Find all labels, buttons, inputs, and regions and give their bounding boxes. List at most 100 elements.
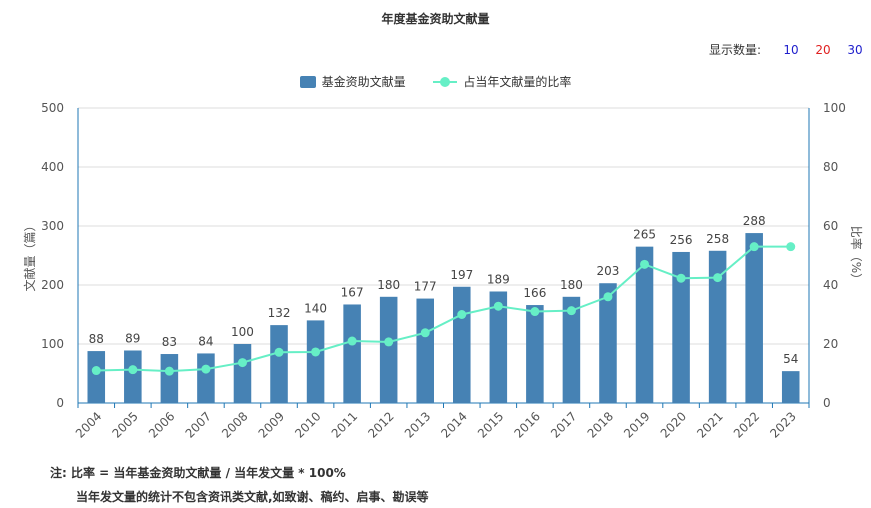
ratio-point xyxy=(713,273,723,283)
ratio-point xyxy=(128,365,138,375)
bar-value-label: 132 xyxy=(268,306,291,320)
bar-value-label: 89 xyxy=(125,331,140,345)
x-tick-label: 2015 xyxy=(475,409,506,440)
ratio-point xyxy=(201,364,211,374)
ratio-point xyxy=(676,273,686,283)
ratio-point xyxy=(384,337,394,347)
x-tick-label: 2019 xyxy=(621,409,652,440)
bar xyxy=(87,351,106,403)
bar-value-label: 100 xyxy=(231,325,254,339)
x-tick-label: 2010 xyxy=(292,409,323,440)
bar xyxy=(160,354,179,403)
ratio-point xyxy=(530,307,540,317)
bar xyxy=(526,305,544,403)
ratio-point xyxy=(347,336,357,346)
x-tick-label: 2016 xyxy=(511,409,542,440)
display-count-label: 显示数量: xyxy=(708,43,761,57)
bar-value-label: 197 xyxy=(450,268,473,282)
note-exclusion: 当年发文量的统计不包含资讯类文献,如致谢、稿约、启事、勘误等 xyxy=(76,490,429,504)
y-tick-label: 500 xyxy=(41,101,64,115)
x-tick-label: 2021 xyxy=(694,409,725,440)
display-count-20-link[interactable]: 20 xyxy=(815,43,831,57)
bar-value-label: 189 xyxy=(487,272,510,286)
bar xyxy=(233,344,252,403)
bar xyxy=(379,296,398,403)
bar xyxy=(599,283,617,403)
x-tick-label: 2017 xyxy=(548,409,579,440)
y-tick-label: 200 xyxy=(41,278,64,292)
x-tick-label: 2009 xyxy=(256,409,287,440)
bar-value-label: 166 xyxy=(523,286,546,300)
bar-value-label: 54 xyxy=(783,352,798,366)
bar-value-label: 256 xyxy=(670,233,693,247)
x-tick-label: 2006 xyxy=(146,409,177,440)
y-tick-label: 0 xyxy=(56,396,64,410)
bar xyxy=(635,246,654,403)
bar-value-label: 177 xyxy=(414,280,437,294)
bar xyxy=(672,251,690,403)
ratio-point xyxy=(274,347,284,357)
ratio-line xyxy=(96,245,791,373)
ratio-point xyxy=(457,310,467,319)
chart-svg: 0 100 200 300 400 500 0 20 40 60 80 100 文献量（篇） 比率（%） 2… xyxy=(22,101,864,441)
bar-value-label: 167 xyxy=(341,285,364,299)
x-tick-label: 2011 xyxy=(329,409,360,440)
y-tick-label: 300 xyxy=(41,219,64,233)
legend-bar-swatch xyxy=(299,75,316,88)
display-count-30-link[interactable]: 30 xyxy=(847,43,863,57)
bar-value-label: 83 xyxy=(162,335,177,349)
y2-tick-label: 40 xyxy=(823,278,838,292)
note-formula: 注: 比率 = 当年基金资助文献量 / 当年发文量 * 100% xyxy=(50,466,346,480)
x-tick-label: 2008 xyxy=(219,409,250,440)
bar-value-label: 288 xyxy=(743,214,766,228)
ratio-point xyxy=(640,259,650,269)
bar-value-label: 180 xyxy=(560,278,583,292)
ratio-point xyxy=(420,328,430,338)
chart-legend: 基金资助文献量 占当年文献量的比率 xyxy=(0,73,871,91)
x-tick-label: 2005 xyxy=(109,409,140,440)
y-axis-title: 文献量（篇） xyxy=(22,219,37,291)
x-tick-label: 2018 xyxy=(585,409,616,440)
bar-value-label: 88 xyxy=(89,332,104,346)
bar xyxy=(781,371,800,403)
y2-tick-label: 100 xyxy=(823,101,846,115)
ratio-point xyxy=(566,306,576,316)
bar xyxy=(343,304,361,403)
legend-item-bar[interactable]: 基金资助文献量 xyxy=(299,73,406,90)
x-tick-label: 2004 xyxy=(73,409,104,440)
x-tick-label: 2022 xyxy=(731,409,762,440)
bar-value-label: 180 xyxy=(377,278,400,292)
x-tick-label: 2013 xyxy=(402,409,433,440)
legend-item-line[interactable]: 占当年文献量的比率 xyxy=(433,73,571,90)
ratio-point xyxy=(749,242,759,252)
bar xyxy=(708,250,727,403)
bar xyxy=(270,325,288,403)
legend-bar-label: 基金资助文献量 xyxy=(321,75,406,89)
x-tick-label: 2012 xyxy=(365,409,396,440)
ratio-point xyxy=(164,366,174,376)
x-tick-label: 2007 xyxy=(183,409,214,440)
bar-value-label: 265 xyxy=(633,228,656,242)
bar xyxy=(124,350,142,403)
bar xyxy=(489,291,508,403)
display-count-10-link[interactable]: 10 xyxy=(783,43,799,57)
x-tick-label: 2014 xyxy=(438,409,469,440)
bar-value-label: 84 xyxy=(198,334,213,348)
display-count-selector: 显示数量: 10 20 30 xyxy=(709,41,871,58)
bar-value-label: 203 xyxy=(597,264,620,278)
chart-title: 年度基金资助文献量 xyxy=(381,12,490,26)
bar xyxy=(453,286,471,403)
ratio-point xyxy=(603,292,613,302)
x-tick-label: 2023 xyxy=(767,409,798,440)
bar-value-label: 258 xyxy=(706,232,729,246)
bar-value-label: 140 xyxy=(304,301,327,315)
y2-tick-label: 20 xyxy=(823,337,838,351)
y-tick-label: 100 xyxy=(41,337,64,351)
y2-axis-title: 比率（%） xyxy=(849,226,864,285)
ratio-point xyxy=(786,242,796,252)
x-tick-label: 2020 xyxy=(658,409,689,440)
ratio-point xyxy=(311,347,321,357)
bar xyxy=(416,298,434,403)
y2-tick-label: 0 xyxy=(823,396,831,410)
bar xyxy=(306,320,325,403)
